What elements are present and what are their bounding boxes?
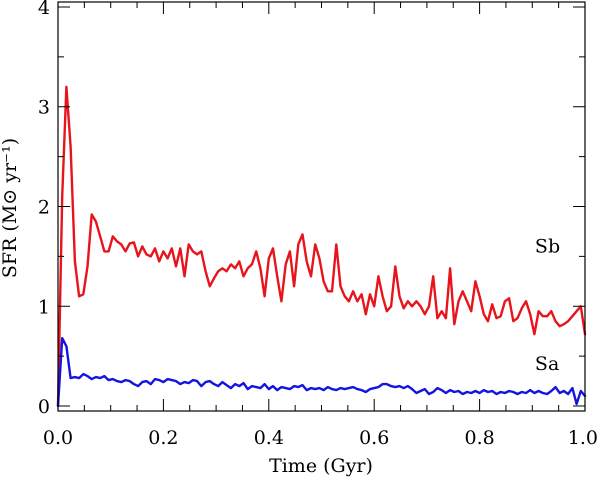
x-tick-label: 0.8 [464, 427, 494, 449]
series-label-layer: Sb Sa [535, 235, 560, 375]
y-tick-label: 4 [38, 0, 50, 19]
y-tick-label: 0 [38, 396, 50, 418]
x-tick-label: 0.2 [148, 427, 178, 449]
tick-label-layer: 0.0 0.2 0.4 0.6 0.8 1.0 0 1 2 3 4 [38, 0, 598, 449]
x-tick-label: 0.4 [254, 427, 284, 449]
series-layer [56, 85, 587, 408]
x-tick-label: 0.0 [43, 427, 73, 449]
series-label-sb: Sb [535, 235, 560, 257]
y-tick-label: 2 [38, 197, 50, 219]
x-axis-title: Time (Gyr) [269, 455, 373, 477]
ticks-layer [57, 2, 586, 411]
x-tick-label: 0.6 [359, 427, 389, 449]
series-line-sa [56, 337, 587, 408]
series-line-sb [56, 85, 587, 408]
x-tick-label: 1.0 [568, 427, 598, 449]
y-tick-label: 1 [38, 296, 50, 318]
y-tick-label: 3 [38, 97, 50, 119]
y-axis-title: SFR (M⊙ yr⁻¹) [0, 138, 21, 278]
series-label-sa: Sa [535, 353, 559, 375]
